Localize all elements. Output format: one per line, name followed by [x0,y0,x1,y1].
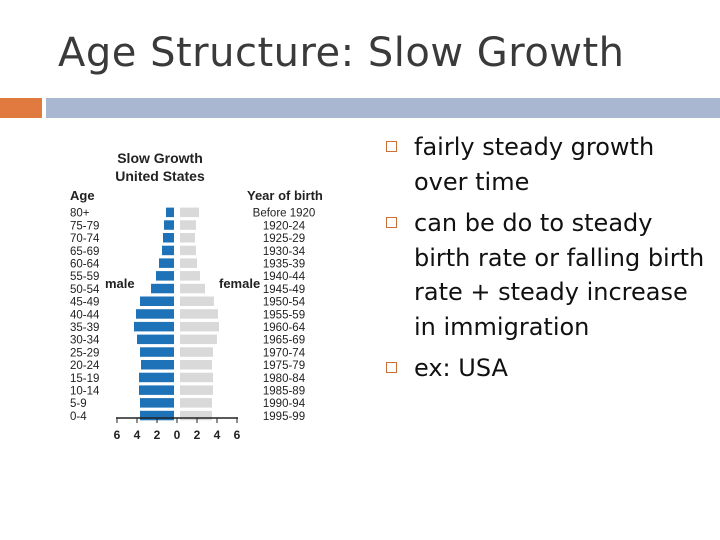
age-group-label: 40-44 [70,309,100,321]
female-bar [180,321,219,332]
square-bullet-icon [386,141,397,152]
age-group-label: 75-79 [70,220,99,232]
bullet-text: can be do to steady birth rate or fallin… [414,209,705,341]
birth-year-axis-title: Year of birth [247,188,323,203]
female-bar [180,347,213,357]
male-bar [159,258,174,268]
birth-year-label: 1950-54 [263,297,306,309]
age-group-label: 30-34 [70,335,100,347]
male-bar [139,385,174,395]
bullet-item: ex: USA [386,351,706,386]
female-bar [180,296,214,306]
birth-year-label: 1920-24 [263,220,306,232]
birth-year-label: 1980-84 [263,373,306,385]
male-bar [134,321,174,332]
accent-bar-blue [46,98,720,118]
male-bar [140,398,174,408]
bullet-item: can be do to steady birth rate or fallin… [386,206,706,344]
male-bar [166,207,174,218]
birth-year-label: 1990-94 [263,398,306,410]
male-bar [162,245,174,256]
birth-year-label: 1975-79 [263,360,305,372]
male-bar [164,220,174,230]
birth-year-label: 1945-49 [263,284,305,296]
age-group-label: 25-29 [70,347,99,359]
age-group-label: 80+ [70,208,90,220]
male-bar [137,334,174,345]
birth-year-label: 1940-44 [263,271,306,283]
age-group-label: 15-19 [70,373,99,385]
slide-title: Age Structure: Slow Growth [58,30,625,76]
male-bar [141,360,174,370]
birth-year-label: Before 1920 [253,208,316,220]
female-bar [180,258,197,268]
female-bar [180,334,217,345]
age-group-label: 65-69 [70,246,99,258]
female-bar [180,309,218,319]
female-bar [180,233,195,243]
age-group-label: 55-59 [70,271,99,283]
x-tick-label: 2 [194,428,201,442]
birth-year-label: 1925-29 [263,233,305,245]
birth-year-label: 1935-39 [263,259,305,271]
age-group-label: 70-74 [70,233,100,245]
chart-subtitle: United States [115,168,205,184]
age-group-label: 5-9 [70,398,87,410]
male-bar [140,347,174,357]
male-bar [156,271,174,281]
male-bar [139,372,174,383]
age-axis-title: Age [70,188,95,203]
age-group-label: 35-39 [70,322,99,334]
x-tick-label: 2 [154,428,161,442]
female-bar [180,410,212,421]
male-bar [136,309,174,319]
age-group-label: 0-4 [70,411,87,423]
square-bullet-icon [386,362,397,373]
birth-year-label: 1995-99 [263,411,305,423]
accent-bar-orange [0,98,42,118]
bullet-text: fairly steady growth over time [414,133,655,196]
birth-year-label: 1955-59 [263,309,305,321]
female-bar [180,385,213,395]
female-bar [180,207,199,218]
x-tick-label: 0 [174,428,181,442]
birth-year-label: 1960-64 [263,322,306,334]
x-tick-label: 4 [134,428,141,442]
birth-year-label: 1930-34 [263,246,306,258]
female-bar [180,398,212,408]
population-pyramid-svg: Slow Growth United States Age Year of bi… [70,150,323,442]
population-pyramid-chart: Slow Growth United States Age Year of bi… [64,128,332,446]
x-tick-label: 6 [114,428,121,442]
male-label: male [105,276,135,291]
age-group-label: 10-14 [70,386,100,398]
female-bar [180,372,213,383]
chart-title: Slow Growth [117,150,203,166]
birth-year-label: 1970-74 [263,347,306,359]
bullet-list: fairly steady growth over time can be do… [386,130,706,393]
male-bar [140,410,174,421]
female-bar [180,271,200,281]
birth-year-label: 1985-89 [263,386,305,398]
age-group-label: 20-24 [70,360,100,372]
age-group-label: 50-54 [70,284,100,296]
female-label: female [219,276,260,291]
birth-year-label: 1965-69 [263,335,305,347]
age-group-label: 45-49 [70,297,99,309]
female-bar [180,245,196,256]
square-bullet-icon [386,217,397,228]
bullet-item: fairly steady growth over time [386,130,706,199]
x-tick-label: 4 [214,428,221,442]
female-bar [180,283,205,294]
x-tick-label: 6 [234,428,241,442]
age-group-label: 60-64 [70,259,100,271]
female-bar [180,360,212,370]
male-bar [151,283,174,294]
female-bar [180,220,196,230]
bullet-text: ex: USA [414,354,508,382]
male-bar [163,233,174,243]
male-bar [140,296,174,306]
